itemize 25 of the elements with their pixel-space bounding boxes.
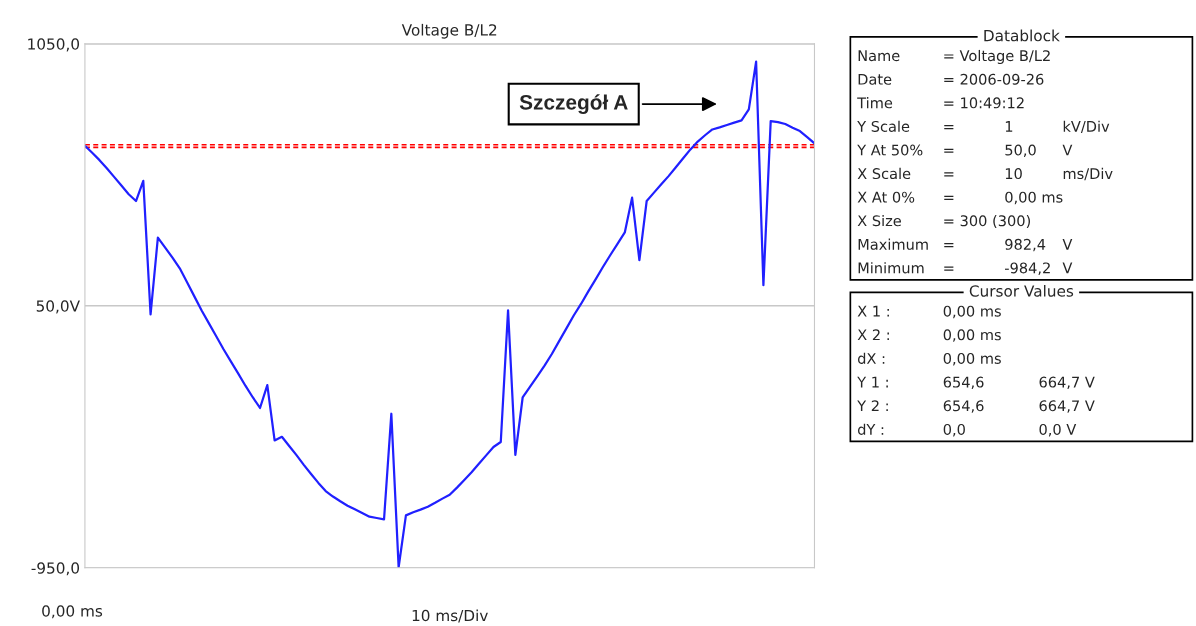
- x-axis-title: 10 ms/Div: [412, 609, 488, 623]
- text: X Size = 300 (300): [857, 214, 1030, 228]
- text: dX : 0,00 ms: [858, 352, 1001, 366]
- text: Date = 2006-09-26: [858, 73, 1044, 85]
- text: Y 2 : 654,6 664,7 V: [857, 400, 1095, 413]
- text: X 1 : 0,00 ms: [857, 305, 1001, 319]
- text: dY : 0,0 0,0 V: [858, 423, 1077, 437]
- text: X 2 : 0,00 ms: [857, 329, 1001, 342]
- text: Y 1 : 654,6 664,7 V: [857, 376, 1095, 390]
- annotation: Szczegół A: [519, 94, 628, 114]
- y-tick-label: 1050,0: [28, 38, 80, 52]
- chart-title: Voltage B/L2: [401, 23, 497, 39]
- text: Time = 10:49:12: [857, 97, 1024, 109]
- y-tick-label: -950,0: [31, 562, 80, 576]
- text: Name = Voltage B/L2: [858, 49, 1050, 65]
- text: Minimum = -984,2 V: [858, 262, 1073, 275]
- text: X Scale = 10 ms/Div: [857, 167, 1113, 181]
- text: Y Scale = 1 kV/Div: [857, 120, 1110, 134]
- text: X At 0% = 0,00 ms: [857, 191, 1063, 205]
- text: Y At 50% = 50,0 V: [857, 144, 1073, 158]
- text: Cursor Values: [969, 284, 1074, 297]
- text: 0,00 ms: [42, 605, 103, 619]
- text: Datablock: [984, 29, 1060, 42]
- text: Maximum = 982,4 V: [858, 238, 1073, 252]
- y-tick-label: 50,0V: [36, 300, 80, 314]
